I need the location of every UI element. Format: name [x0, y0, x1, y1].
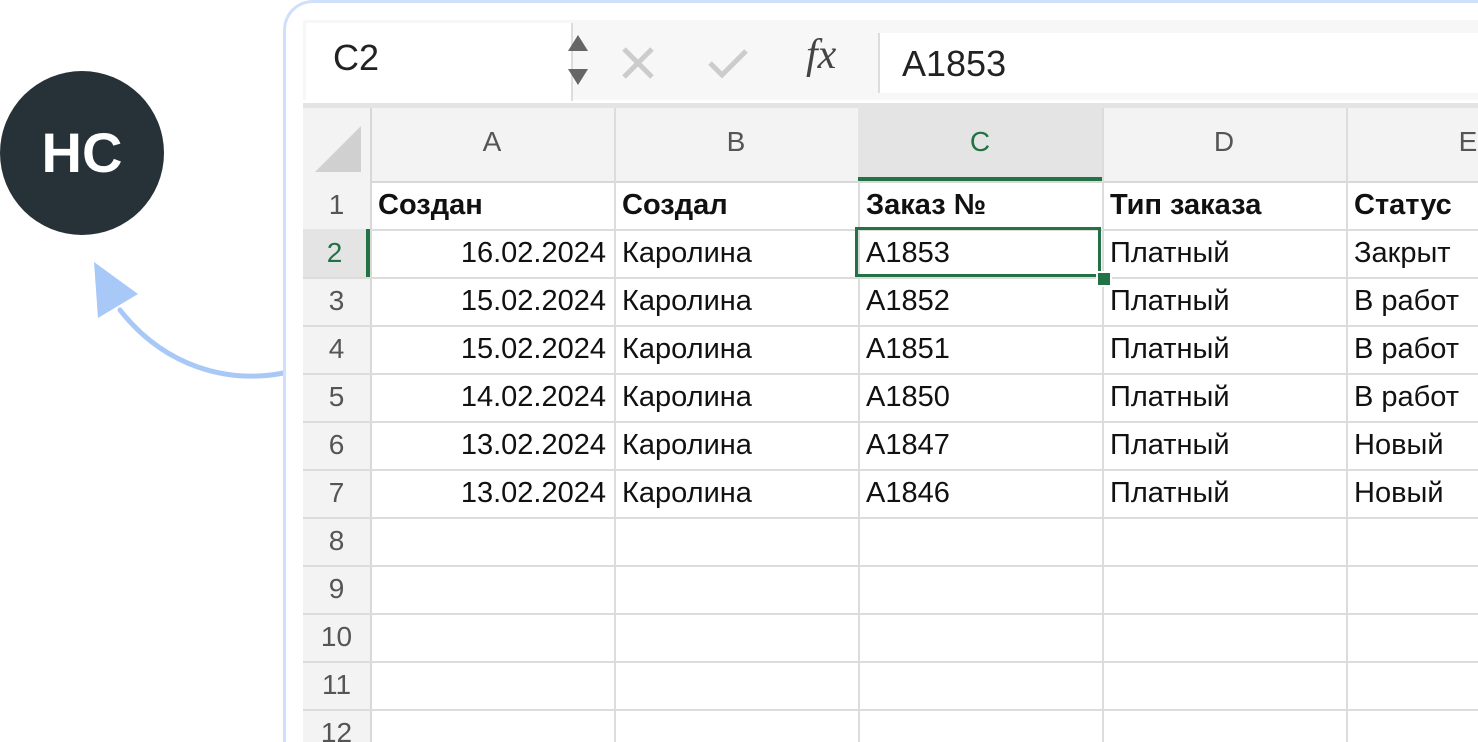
cell[interactable]: В работ: [1354, 333, 1460, 365]
row-divider: [303, 517, 1478, 519]
fill-handle[interactable]: [1096, 271, 1112, 287]
row-number[interactable]: 12: [320, 717, 353, 742]
cell[interactable]: Платный: [1110, 285, 1230, 317]
row-number[interactable]: 4: [328, 333, 345, 364]
cell[interactable]: В работ: [1354, 285, 1460, 317]
cell[interactable]: Новый: [1354, 477, 1444, 509]
cell[interactable]: Каролина: [622, 381, 752, 413]
cell[interactable]: A1853: [866, 237, 950, 269]
column-divider: [1346, 108, 1348, 742]
row-divider: [303, 421, 1478, 423]
formula-text: A1853: [902, 43, 1007, 84]
cell[interactable]: Закрыт: [1354, 237, 1451, 269]
row-number[interactable]: 10: [320, 621, 353, 652]
row-number[interactable]: 7: [328, 477, 345, 508]
row-divider: [303, 469, 1478, 471]
row-divider: [303, 373, 1478, 375]
row-divider: [303, 709, 1478, 711]
cell[interactable]: В работ: [1354, 381, 1460, 413]
cell[interactable]: Каролина: [622, 333, 752, 365]
fx-icon[interactable]: fx: [806, 32, 837, 78]
cell[interactable]: 14.02.2024: [460, 381, 606, 413]
cell[interactable]: 13.02.2024: [460, 477, 606, 509]
divider: [303, 103, 1478, 109]
row-number[interactable]: 11: [321, 669, 352, 700]
cell[interactable]: Создал: [622, 189, 728, 221]
column-divider: [614, 108, 616, 742]
row-divider: [303, 277, 1478, 279]
cell[interactable]: Каролина: [622, 285, 752, 317]
spinner[interactable]: [564, 31, 594, 91]
cell[interactable]: Статус: [1354, 189, 1452, 221]
row-divider: [303, 229, 1478, 231]
spreadsheet-window: C2 fx A1853 A B C D E 1 2 3 4 5 6 7 8 9 10 11 12 Создан Со…: [283, 0, 1478, 742]
cancel-confirm-icons: [622, 47, 748, 79]
name-box[interactable]: C2: [306, 23, 588, 101]
cell[interactable]: A1847: [866, 429, 950, 461]
row-header-bar: [303, 108, 372, 742]
cell[interactable]: Платный: [1110, 381, 1230, 413]
cell[interactable]: Платный: [1110, 237, 1230, 269]
sheet-grid: A B C D E 1 2 3 4 5 6 7 8 9 10 11 12 Создан Создал Заказ № Т…: [303, 108, 1478, 742]
cell[interactable]: 15.02.2024: [460, 285, 606, 317]
row-number[interactable]: 6: [328, 429, 345, 460]
column-divider: [858, 108, 860, 742]
row-divider: [303, 325, 1478, 327]
name-box-text: C2: [333, 37, 380, 78]
column-header[interactable]: D: [1213, 126, 1235, 157]
cell[interactable]: A1852: [866, 285, 950, 317]
selected-cell-border: [855, 227, 1101, 277]
row-number[interactable]: 8: [328, 525, 345, 556]
cell[interactable]: Тип заказа: [1110, 189, 1262, 221]
cell[interactable]: 15.02.2024: [460, 333, 606, 365]
cell[interactable]: A1850: [866, 381, 950, 413]
row-number[interactable]: 2: [303, 229, 370, 277]
cell[interactable]: A1851: [866, 333, 950, 365]
cell[interactable]: Каролина: [622, 477, 752, 509]
row-divider: [303, 613, 1478, 615]
cell[interactable]: Каролина: [622, 429, 752, 461]
cell[interactable]: Новый: [1354, 429, 1444, 461]
cell[interactable]: A1846: [866, 477, 950, 509]
column-header[interactable]: C: [858, 108, 1102, 181]
cell[interactable]: Платный: [1110, 429, 1230, 461]
row-divider: [303, 565, 1478, 567]
row-number[interactable]: 1: [328, 189, 345, 220]
row-number[interactable]: 5: [328, 381, 345, 412]
cell[interactable]: 13.02.2024: [460, 429, 606, 461]
avatar: HC: [0, 71, 164, 235]
select-all[interactable]: [315, 126, 361, 172]
cell[interactable]: Создан: [378, 189, 483, 221]
cell[interactable]: Платный: [1110, 333, 1230, 365]
column-header[interactable]: A: [482, 126, 502, 157]
avatar-initials: HC: [41, 121, 123, 184]
cell[interactable]: Каролина: [622, 237, 752, 269]
row-number[interactable]: 9: [328, 573, 345, 604]
formula-input[interactable]: A1853: [878, 33, 1478, 93]
cell[interactable]: 16.02.2024: [460, 237, 606, 269]
column-header[interactable]: E: [1458, 126, 1478, 157]
row-number[interactable]: 3: [328, 285, 345, 316]
column-header[interactable]: B: [726, 126, 746, 157]
cell[interactable]: Заказ №: [866, 189, 987, 221]
column-divider: [1102, 108, 1104, 742]
cell[interactable]: Платный: [1110, 477, 1230, 509]
row-divider: [303, 661, 1478, 663]
